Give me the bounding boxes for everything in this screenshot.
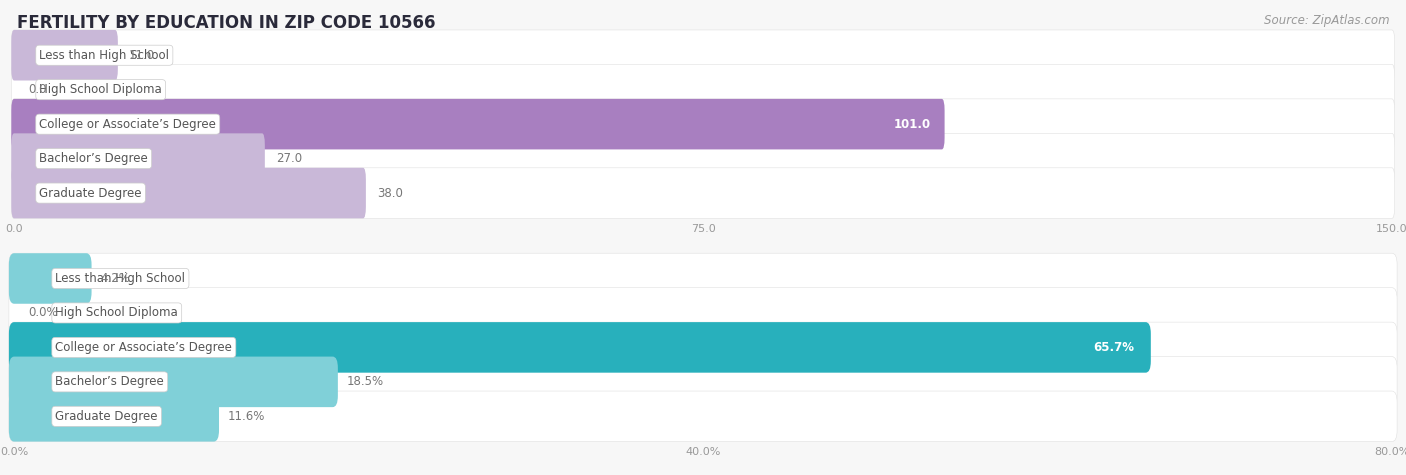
Text: Less than High School: Less than High School	[55, 272, 186, 285]
FancyBboxPatch shape	[8, 253, 1398, 304]
Text: Source: ZipAtlas.com: Source: ZipAtlas.com	[1264, 14, 1389, 27]
Text: Bachelor’s Degree: Bachelor’s Degree	[39, 152, 148, 165]
Text: 4.2%: 4.2%	[100, 272, 129, 285]
Text: 0.0: 0.0	[28, 83, 46, 96]
Text: Graduate Degree: Graduate Degree	[39, 187, 142, 200]
FancyBboxPatch shape	[11, 30, 118, 80]
FancyBboxPatch shape	[11, 168, 366, 218]
Text: College or Associate’s Degree: College or Associate’s Degree	[39, 118, 217, 131]
Text: 27.0: 27.0	[276, 152, 302, 165]
Text: High School Diploma: High School Diploma	[39, 83, 162, 96]
Text: 11.6%: 11.6%	[228, 410, 264, 423]
FancyBboxPatch shape	[8, 391, 219, 442]
FancyBboxPatch shape	[8, 391, 1398, 442]
Text: FERTILITY BY EDUCATION IN ZIP CODE 10566: FERTILITY BY EDUCATION IN ZIP CODE 10566	[17, 14, 436, 32]
FancyBboxPatch shape	[11, 65, 1395, 115]
FancyBboxPatch shape	[8, 357, 337, 407]
FancyBboxPatch shape	[11, 99, 1395, 150]
FancyBboxPatch shape	[11, 133, 264, 184]
Text: Bachelor’s Degree: Bachelor’s Degree	[55, 375, 165, 389]
FancyBboxPatch shape	[8, 322, 1398, 373]
Text: 11.0: 11.0	[129, 49, 155, 62]
Text: Less than High School: Less than High School	[39, 49, 169, 62]
Text: High School Diploma: High School Diploma	[55, 306, 179, 320]
Text: 38.0: 38.0	[377, 187, 402, 200]
FancyBboxPatch shape	[8, 322, 1152, 373]
FancyBboxPatch shape	[8, 288, 1398, 338]
Text: 65.7%: 65.7%	[1094, 341, 1135, 354]
Text: 0.0%: 0.0%	[28, 306, 58, 320]
FancyBboxPatch shape	[11, 99, 945, 150]
Text: 18.5%: 18.5%	[346, 375, 384, 389]
Text: 101.0: 101.0	[894, 118, 931, 131]
Text: College or Associate’s Degree: College or Associate’s Degree	[55, 341, 232, 354]
FancyBboxPatch shape	[11, 133, 1395, 184]
FancyBboxPatch shape	[11, 168, 1395, 218]
FancyBboxPatch shape	[11, 30, 1395, 80]
FancyBboxPatch shape	[8, 357, 1398, 407]
FancyBboxPatch shape	[8, 253, 91, 304]
Text: Graduate Degree: Graduate Degree	[55, 410, 157, 423]
